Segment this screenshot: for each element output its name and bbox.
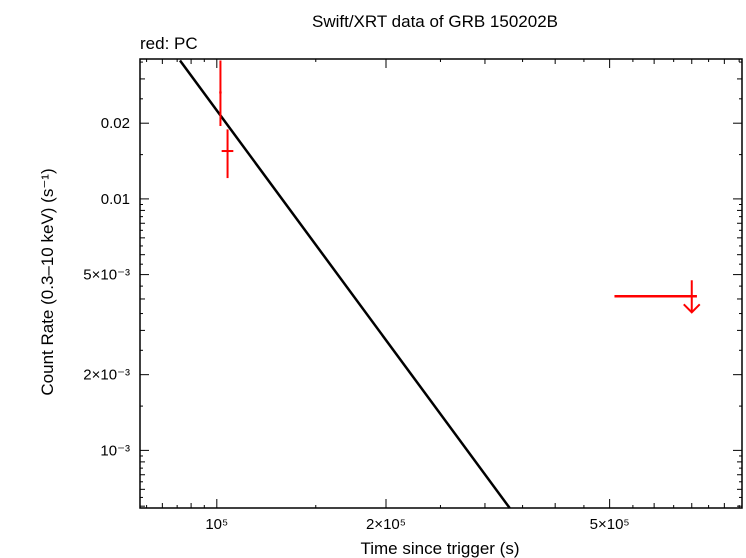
y-tick-label: 0.02	[101, 115, 130, 132]
y-axis-label: Count Rate (0.3–10 keV) (s⁻¹)	[38, 168, 57, 395]
model-fit-line	[178, 59, 511, 509]
axis-tick-labels: 10⁵ 2×10⁵ 5×10⁵ 0.02 0.01 5×10⁻³ 2×10⁻³ 10⁻³	[83, 115, 629, 533]
upper-limit-arrow-head	[683, 303, 701, 314]
chart-title: Swift/XRT data of GRB 150202B	[312, 12, 558, 31]
y-tick-label: 10⁻³	[100, 442, 130, 459]
x-tick-label: 10⁵	[205, 516, 228, 533]
x-tick-label: 5×10⁵	[590, 516, 630, 533]
chart-subtitle: red: PC	[140, 34, 198, 53]
data-marks	[178, 59, 701, 509]
plot-frame	[139, 58, 743, 509]
axis-ticks	[140, 59, 742, 508]
x-tick-label: 2×10⁵	[366, 516, 406, 533]
x-axis-label: Time since trigger (s)	[360, 539, 519, 558]
y-tick-label: 2×10⁻³	[83, 367, 130, 384]
y-tick-label: 5×10⁻³	[83, 267, 130, 284]
y-tick-label: 0.01	[101, 191, 130, 208]
